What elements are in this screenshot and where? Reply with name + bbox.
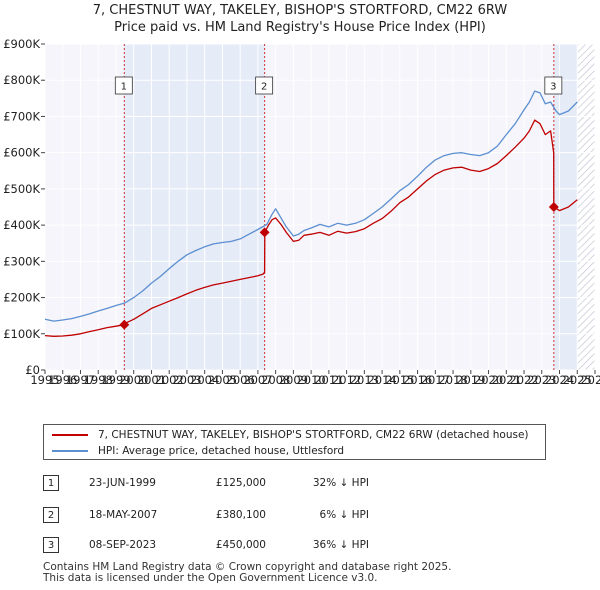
transaction-price: £450,000 <box>215 539 266 551</box>
x-tick-label: 2023 <box>527 373 556 387</box>
legend-swatch-property <box>52 434 88 436</box>
y-tick-label: £700K <box>3 109 40 123</box>
transaction-hpi-diff: 36% ↓ HPI <box>312 539 369 551</box>
x-tick-label: 2014 <box>367 373 396 387</box>
x-tick-label: 2025 <box>563 373 592 387</box>
transaction-marker <box>259 227 270 238</box>
transaction-label: 3 <box>550 82 556 93</box>
x-tick-label: 1996 <box>48 373 77 387</box>
transaction-badge: 3 <box>43 537 59 553</box>
x-tick-label: 2000 <box>119 373 148 387</box>
x-tick-label: 2011 <box>314 373 343 387</box>
y-tick-label: £500K <box>3 182 40 196</box>
transaction-date: 23-JUN-1999 <box>89 477 156 489</box>
transaction-price: £380,100 <box>215 509 266 521</box>
transaction-label-box <box>544 76 563 95</box>
x-tick-label: 2015 <box>385 373 414 387</box>
legend: 7, CHESTNUT WAY, TAKELEY, BISHOP'S STORT… <box>43 424 546 460</box>
transaction-hpi-diff: 6% ↓ HPI <box>319 509 369 521</box>
x-tick-label: 2008 <box>261 373 290 387</box>
legend-item-hpi: HPI: Average price, detached house, Uttl… <box>52 443 344 459</box>
price-chart: 1 2 3 £0 £100K £200K £300K £400K £500K £600K £700… <box>3 37 600 387</box>
x-tick-label: 2003 <box>172 373 201 387</box>
y-tick-label: £800K <box>3 73 40 87</box>
y-tick-label: £100K <box>3 327 40 341</box>
transaction-price: £125,000 <box>215 477 266 489</box>
transaction-badge: 2 <box>43 507 59 523</box>
x-tick-label: 2017 <box>421 373 450 387</box>
transaction-date: 08-SEP-2023 <box>89 539 157 551</box>
x-tick-label: 2012 <box>332 373 361 387</box>
footer-licence: This data is licensed under the Open Gov… <box>43 572 378 584</box>
legend-item-property: 7, CHESTNUT WAY, TAKELEY, BISHOP'S STORT… <box>52 427 529 443</box>
x-tick-label: 2001 <box>137 373 166 387</box>
chart-subtitle: Price paid vs. HM Land Registry's House … <box>114 20 486 35</box>
legend-label-hpi: HPI: Average price, detached house, Uttl… <box>98 445 345 457</box>
x-tick-label: 2020 <box>474 373 503 387</box>
x-tick-label: 2021 <box>492 373 521 387</box>
x-tick-label: 2026 <box>580 373 600 387</box>
transaction-label-box <box>114 76 133 95</box>
transaction-badge: 1 <box>43 475 59 491</box>
y-tick-label: £600K <box>3 146 40 160</box>
x-tick-label: 1999 <box>101 373 130 387</box>
chart-title: 7, CHESTNUT WAY, TAKELEY, BISHOP'S STORT… <box>92 3 508 18</box>
transaction-marker <box>548 202 559 212</box>
ownership-shade <box>124 44 265 370</box>
x-tick-label: 2006 <box>226 373 255 387</box>
x-tick-label: 2009 <box>279 373 308 387</box>
x-tick-label: 2013 <box>350 373 379 387</box>
x-tick-label: 1998 <box>84 373 113 387</box>
x-tick-label: 2010 <box>296 373 325 387</box>
transaction-hpi-diff: 32% ↓ HPI <box>312 477 369 489</box>
transaction-label: 1 <box>121 82 127 93</box>
property-price-line <box>44 119 578 337</box>
x-tick-label: 2016 <box>403 373 432 387</box>
y-tick-label: £900K <box>3 37 40 51</box>
x-tick-label: 2002 <box>155 373 184 387</box>
transaction-label-box <box>255 76 274 95</box>
y-tick-label: £0 <box>25 363 40 377</box>
x-tick-label: 2018 <box>438 373 467 387</box>
x-tick-label: 1995 <box>30 373 59 387</box>
footer-copyright: Contains HM Land Registry data © Crown c… <box>43 561 452 573</box>
y-tick-label: £400K <box>3 218 40 232</box>
hpi-line <box>44 90 578 322</box>
x-tick-label: 2022 <box>509 373 538 387</box>
x-tick-label: 1997 <box>66 373 95 387</box>
x-tick-label: 2007 <box>243 373 272 387</box>
transaction-date: 18-MAY-2007 <box>89 509 158 521</box>
x-tick-label: 2019 <box>456 373 485 387</box>
x-tick-label: 2004 <box>190 373 219 387</box>
y-tick-label: £300K <box>3 254 40 268</box>
x-tick-label: 2024 <box>545 373 574 387</box>
y-tick-label: £200K <box>3 291 40 305</box>
legend-swatch-hpi <box>52 450 88 452</box>
forecast-hatch <box>577 44 595 370</box>
transaction-label: 2 <box>261 82 267 93</box>
legend-label-property: 7, CHESTNUT WAY, TAKELEY, BISHOP'S STORT… <box>98 429 529 441</box>
x-tick-label: 2005 <box>208 373 237 387</box>
